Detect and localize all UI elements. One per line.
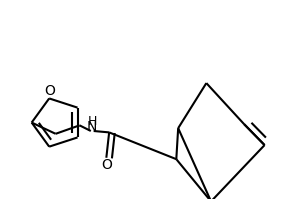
Text: H: H	[88, 115, 97, 128]
Text: N: N	[87, 120, 98, 134]
Text: O: O	[101, 158, 112, 172]
Text: O: O	[44, 84, 55, 98]
